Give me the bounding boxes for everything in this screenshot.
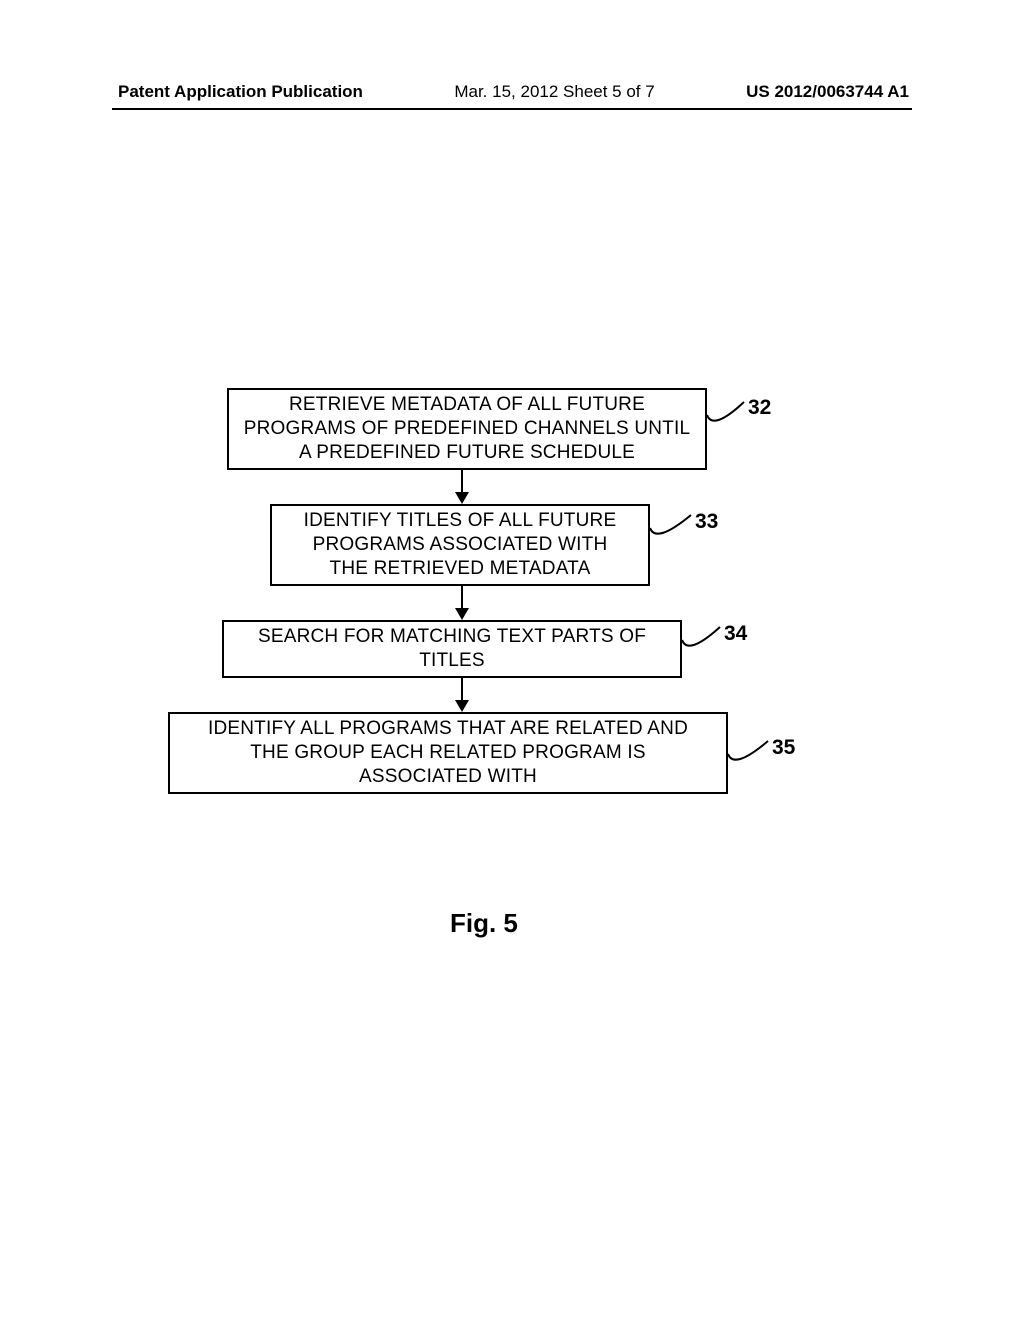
flowchart-ref-32: 32 <box>748 396 771 420</box>
figure-caption: Fig. 5 <box>450 908 518 939</box>
flowchart-ref-33: 33 <box>695 510 718 534</box>
header-publication: Patent Application Publication <box>118 82 363 102</box>
arrow-head-b32-b33 <box>455 492 469 504</box>
callout-leader-32 <box>703 392 748 429</box>
header-publication-number: US 2012/0063744 A1 <box>746 82 909 102</box>
page-header: Patent Application Publication Mar. 15, … <box>0 82 1024 102</box>
arrow-b34-b35 <box>461 678 463 700</box>
arrow-head-b34-b35 <box>455 700 469 712</box>
arrow-b32-b33 <box>461 470 463 492</box>
flowchart-step-b33: IDENTIFY TITLES OF ALL FUTUREPROGRAMS AS… <box>270 504 650 586</box>
header-rule <box>112 108 912 110</box>
flowchart-ref-35: 35 <box>772 736 795 760</box>
callout-leader-33 <box>646 505 695 542</box>
flowchart-ref-34: 34 <box>724 622 747 646</box>
arrow-b33-b34 <box>461 586 463 608</box>
arrow-head-b33-b34 <box>455 608 469 620</box>
flowchart-step-b32: RETRIEVE METADATA OF ALL FUTUREPROGRAMS … <box>227 388 707 470</box>
flowchart-step-b35: IDENTIFY ALL PROGRAMS THAT ARE RELATED A… <box>168 712 728 794</box>
page: Patent Application Publication Mar. 15, … <box>0 0 1024 1320</box>
callout-leader-34 <box>678 617 724 654</box>
callout-leader-35 <box>724 731 772 768</box>
header-sheet-info: Mar. 15, 2012 Sheet 5 of 7 <box>454 82 654 102</box>
flowchart-step-b34: SEARCH FOR MATCHING TEXT PARTS OFTITLES <box>222 620 682 678</box>
